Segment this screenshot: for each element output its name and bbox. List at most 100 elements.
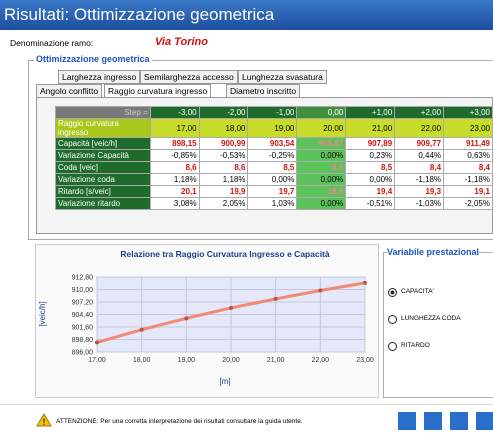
cell: 8,4 xyxy=(443,161,493,174)
results-table: Step = -3,00 -2,00 -1,00 0,00 +1,00 +2,00 +3,00… xyxy=(55,106,493,210)
tab[interactable]: Diametro inscritto xyxy=(226,84,301,98)
cell: -2,05% xyxy=(443,197,493,210)
cell: 907,89 xyxy=(345,137,396,150)
radio[interactable] xyxy=(388,315,397,324)
cell: 0,00% xyxy=(247,173,298,186)
radio-label: RITARDO xyxy=(401,342,430,349)
tab[interactable]: Semilarghezza accesso xyxy=(140,70,238,84)
tab[interactable]: Larghezza ingresso xyxy=(58,70,141,84)
point xyxy=(318,288,323,293)
calc-button[interactable] xyxy=(398,412,416,430)
cell: 20,00 xyxy=(296,118,347,138)
point xyxy=(229,305,233,310)
branch-name: Via Torino xyxy=(155,36,208,48)
y-tick-label: 912,80 xyxy=(72,275,94,282)
cell: 17,00 xyxy=(149,118,200,138)
row-label: Variazione ritardo xyxy=(55,197,151,210)
row-label: Variazione Capacità xyxy=(55,149,151,162)
cell: 900,99 xyxy=(198,137,249,150)
cell: 909,77 xyxy=(394,137,445,150)
chart-title: Relazione tra Raggio Curvatura Ingresso … xyxy=(120,249,330,259)
x-tick-label: 22,00 xyxy=(312,357,330,364)
cell: 8,4 xyxy=(394,161,445,174)
cell: -0,51% xyxy=(345,197,396,210)
point xyxy=(95,340,99,345)
zoom-button[interactable] xyxy=(424,412,442,430)
cell: -0,25% xyxy=(247,149,298,162)
radio[interactable] xyxy=(388,288,397,297)
group-title: Ottimizzazione geometrica xyxy=(34,54,152,64)
cell: 2,05% xyxy=(198,197,249,210)
warning-icon: ! xyxy=(36,413,52,427)
option-panel xyxy=(383,252,493,398)
warning-text: ATTENZIONE: Per una corretta interpretaz… xyxy=(56,418,303,425)
cell: 23,00 xyxy=(443,118,493,138)
row-label: Capacità [veic/h] xyxy=(55,137,151,150)
cell: 1,18% xyxy=(198,173,249,186)
radio[interactable] xyxy=(388,342,397,351)
header-cell: -1,00 xyxy=(247,106,298,119)
cell: 0,00% xyxy=(345,173,396,186)
export-button[interactable] xyxy=(450,412,468,430)
x-tick-label: 18,00 xyxy=(133,357,151,364)
cell: 905,87 xyxy=(296,137,347,150)
header-cell: -3,00 xyxy=(149,106,200,119)
row-label: Coda [veic] xyxy=(55,161,151,174)
cell: 19,4 xyxy=(345,185,396,198)
tab-selected[interactable]: Raggio curvatura ingresso xyxy=(104,84,212,98)
exit-button[interactable] xyxy=(476,412,493,430)
cell: 19,00 xyxy=(247,118,298,138)
cell: 18,00 xyxy=(198,118,249,138)
header-row: Step = -3,00 -2,00 -1,00 0,00 +1,00 +2,00 +3,00 xyxy=(55,106,493,119)
table-row: Ritardo [s/veic] 20,1 19,9 19,7 19,5 19,4 19,3… xyxy=(55,185,493,198)
tab[interactable]: Angolo conflitto xyxy=(36,84,103,98)
row-label: Raggio curvatura ingresso xyxy=(55,118,151,138)
cell: -1,03% xyxy=(394,197,445,210)
cell: -1,18% xyxy=(443,173,493,186)
y-tick-label: 898,80 xyxy=(72,337,94,344)
y-tick-label: 904,40 xyxy=(72,312,94,319)
branch-label: Denominazione ramo: xyxy=(10,38,94,48)
header-cell: 0,00 xyxy=(296,106,347,119)
table-row: Capacità [veic/h] 898,15 900,99 903,54 905,8… xyxy=(55,137,493,150)
cell: 22,00 xyxy=(394,118,445,138)
chart: Relazione tra Raggio Curvatura Ingresso … xyxy=(38,249,374,386)
cell: 8,6 xyxy=(149,161,200,174)
cell: 0,00% xyxy=(296,149,347,162)
row-label: Variazione coda xyxy=(55,173,151,186)
row-label: Ritardo [s/veic] xyxy=(55,185,151,198)
y-tick-label: 907,20 xyxy=(72,300,94,307)
cell: 0,23% xyxy=(345,149,396,162)
point xyxy=(139,327,144,332)
tab[interactable]: Lunghezza svasatura xyxy=(238,70,327,84)
y-tick-label: 896,00 xyxy=(72,350,94,357)
cell: 19,7 xyxy=(247,185,298,198)
cell: 1,18% xyxy=(149,173,200,186)
cell: 0,00% xyxy=(296,197,347,210)
radio-label: LUNGHEZZA CODA xyxy=(401,315,461,322)
cell: 19,3 xyxy=(394,185,445,198)
cell: 19,9 xyxy=(198,185,249,198)
option-panel-title: Variabile prestazional xyxy=(387,247,480,257)
cell: 0,63% xyxy=(443,149,493,162)
cell: 20,1 xyxy=(149,185,200,198)
header-cell: +3,00 xyxy=(443,106,493,119)
cell: 1,03% xyxy=(247,197,298,210)
y-axis-label: [veic/h] xyxy=(38,301,47,326)
header-cell: +2,00 xyxy=(394,106,445,119)
x-tick-label: 23,00 xyxy=(356,357,374,364)
svg-text:!: ! xyxy=(43,417,46,427)
point xyxy=(273,296,278,301)
header-cell: Step = xyxy=(55,106,151,119)
cell: 8,5 xyxy=(296,161,347,174)
cell: 898,15 xyxy=(149,137,200,150)
cell: 8,5 xyxy=(345,161,396,174)
cell: -1,18% xyxy=(394,173,445,186)
cell: 911,49 xyxy=(443,137,493,150)
y-tick-label: 910,00 xyxy=(72,287,94,294)
cell: 21,00 xyxy=(345,118,396,138)
cell: 8,6 xyxy=(198,161,249,174)
table-row: Variazione coda 1,18% 1,18% 0,00% 0,00% 0,00%… xyxy=(55,173,493,186)
cell: 8,5 xyxy=(247,161,298,174)
